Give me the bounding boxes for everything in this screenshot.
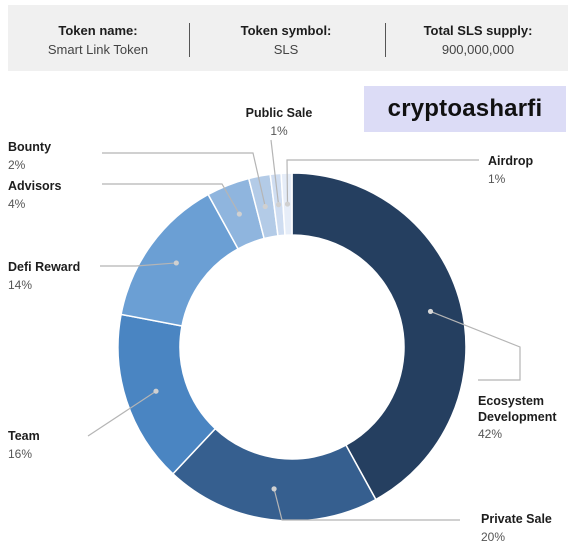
leader-line	[430, 310, 521, 381]
slice-percent: 2%	[8, 158, 26, 172]
slice-label: Defi Reward	[8, 260, 80, 274]
slice-percent: 4%	[8, 197, 26, 211]
leader-line	[87, 390, 157, 437]
slice-dot	[271, 486, 277, 492]
divider	[385, 23, 386, 57]
slice-percent: 20%	[481, 530, 505, 544]
leader-line	[286, 159, 479, 205]
slice-percent: 1%	[488, 172, 506, 186]
leader-line	[102, 183, 240, 215]
token-name-label: Token name:	[58, 23, 138, 38]
slice-label: Private Sale	[481, 512, 552, 526]
supply-cell: Total SLS supply: 900,000,000	[388, 5, 568, 71]
slice-label: Ecosystem	[478, 394, 544, 408]
slice-label: Airdrop	[488, 154, 534, 168]
watermark-text: cryptoasharfi	[387, 95, 543, 122]
supply-label: Total SLS supply:	[423, 23, 533, 38]
slice-dot	[236, 211, 242, 217]
slice-dot	[262, 203, 268, 210]
token-name-cell: Token name: Smart Link Token	[8, 5, 188, 71]
slice-dot	[275, 202, 282, 208]
slice-percent: 14%	[8, 278, 32, 292]
leader-line	[273, 488, 460, 521]
leader-line	[102, 152, 266, 207]
token-info-bar: Token name: Smart Link Token Token symbo…	[8, 5, 568, 71]
slice-label: Advisors	[8, 179, 62, 193]
slice-percent: 42%	[478, 427, 502, 441]
leader-line	[100, 262, 177, 267]
slice-label: Bounty	[8, 140, 51, 154]
slice-label: Development	[478, 410, 557, 424]
supply-value: 900,000,000	[441, 42, 515, 57]
donut-slice	[291, 172, 467, 501]
slice-dot	[427, 308, 434, 315]
slice-percent: 16%	[8, 447, 32, 461]
token-name-value: Smart Link Token	[47, 42, 149, 57]
token-symbol-cell: Token symbol: SLS	[196, 5, 376, 71]
slice-label: Team	[8, 429, 40, 443]
leader-line	[270, 139, 280, 205]
token-symbol-value: SLS	[273, 42, 299, 57]
slice-dot	[173, 260, 179, 266]
watermark: cryptoasharfi	[364, 86, 566, 132]
slice-dot	[284, 201, 291, 207]
slice-percent: 1%	[270, 124, 288, 138]
slice-label: Public Sale	[246, 106, 313, 120]
token-symbol-label: Token symbol:	[240, 23, 332, 38]
divider	[189, 23, 190, 57]
slice-dot	[153, 388, 159, 394]
